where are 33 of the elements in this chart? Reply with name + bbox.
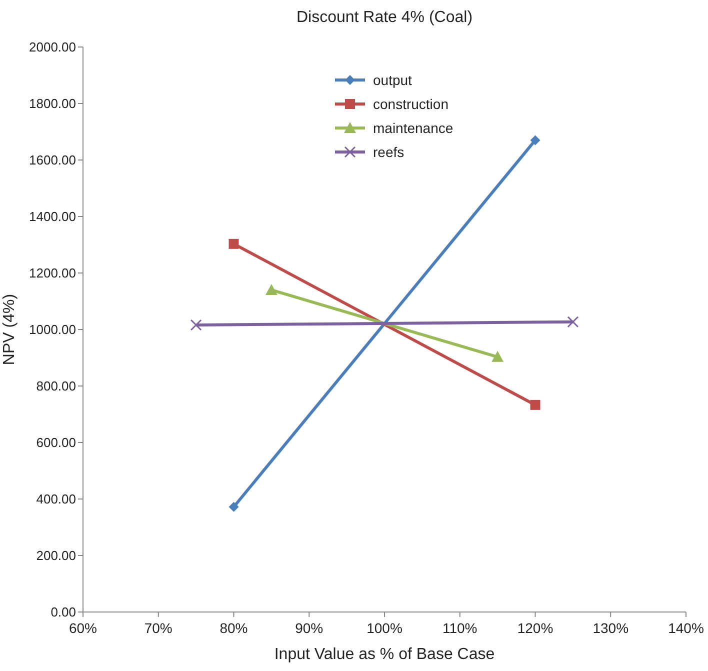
legend-label: output [373,72,412,88]
y-tick-label: 600.00 [36,435,76,450]
x-tick-label: 70% [144,620,172,636]
y-tick-label: 0.00 [50,604,76,620]
point [228,502,239,512]
y-tick-label: 1800.00 [29,96,76,112]
point [228,238,239,249]
x-tick-label: 80% [220,620,248,636]
chart-title: Discount Rate 4% (Coal) [296,9,473,26]
y-axis-title: NPV (4%) [1,294,18,366]
point [530,135,540,146]
y-tick-label: 1400.00 [29,209,76,224]
x-tick-label: 100% [366,620,402,636]
y-tick-label: 400.00 [36,492,76,507]
point [567,316,579,328]
y-tick-label: 1600.00 [29,152,76,168]
y-tick-label: 200.00 [36,548,76,564]
legend-label: construction [373,96,448,112]
y-tick-label: 1200.00 [29,266,76,281]
y-tick-label: 2000.00 [29,40,76,55]
x-tick-label: 120% [517,620,554,636]
point [190,319,202,331]
legend-label: reefs [373,144,404,160]
point [530,400,540,410]
y-tick-label: 800.00 [36,378,76,394]
x-axis-title: Input Value as % of Base Case [274,646,495,663]
x-tick-label: 90% [295,620,324,636]
legend-label: maintenance [373,120,454,136]
x-tick-label: 140% [668,620,704,636]
x-tick-label: 110% [442,620,478,636]
x-tick-label: 60% [68,620,98,636]
x-tick-label: 130% [592,620,629,636]
y-tick-label: 1000.00 [29,322,76,338]
